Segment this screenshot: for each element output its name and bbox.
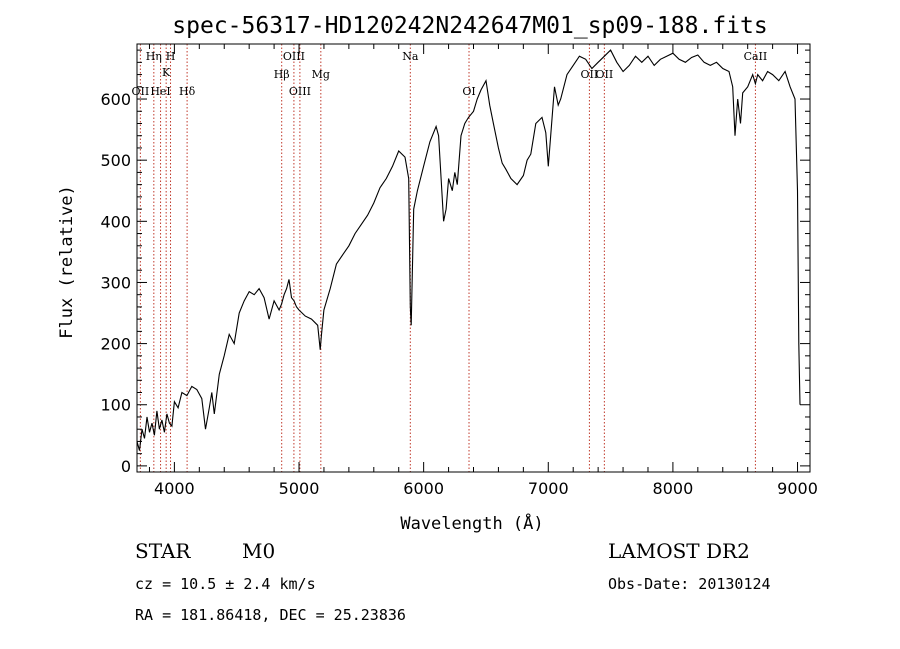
plot-frame [136, 43, 811, 473]
line-label-13: OII [596, 68, 614, 81]
line-label-4: H [166, 50, 176, 63]
line-label-1: Hη [146, 50, 162, 63]
y-axis-label: Flux (relative) [57, 185, 77, 339]
x-tick-label: 6000 [403, 479, 444, 498]
line-label-10: Na [402, 50, 419, 63]
observation-date: Obs-Date: 20130124 [608, 575, 771, 593]
x-axis: 4000 5000 6000 7000 8000 9000 [148, 44, 818, 498]
y-tick-label: 300 [100, 273, 131, 292]
x-tick-label: 8000 [653, 479, 694, 498]
line-label-0: OII [132, 85, 150, 98]
y-tick-label: 400 [100, 212, 131, 231]
y-tick-label: 600 [100, 90, 131, 109]
y-tick-label: 200 [100, 335, 131, 354]
line-label-3: K [162, 66, 171, 79]
line-label-6: Hβ [274, 68, 290, 81]
line-label-2: HeI [150, 85, 170, 98]
line-label-8: OIII [289, 85, 311, 98]
spectrum-series-line [136, 49, 801, 451]
object-subclass: M0 [242, 539, 275, 563]
x-tick-label: 7000 [528, 479, 569, 498]
object-class: STAR [135, 539, 191, 563]
redshift-value: cz = 10.5 ± 2.4 km/s [135, 575, 316, 593]
chart-title: spec-56317-HD120242N242647M01_sp09-188.f… [172, 13, 767, 39]
x-tick-label: 9000 [777, 479, 818, 498]
spectral-line-markers [139, 44, 756, 472]
line-label-14: CaII [744, 50, 768, 63]
line-label-9: Mg [312, 68, 330, 81]
y-tick-label: 100 [100, 396, 131, 415]
survey-name: LAMOST DR2 [608, 539, 750, 563]
line-label-5: Hδ [179, 85, 196, 98]
x-tick-label: 5000 [279, 479, 320, 498]
line-label-12: OII [581, 68, 599, 81]
line-label-11: OI [462, 85, 475, 98]
y-axis: 0 100 200 300 400 500 600 [100, 49, 810, 476]
line-label-7: OIII [283, 50, 305, 63]
x-tick-label: 4000 [154, 479, 195, 498]
y-tick-label: 500 [100, 151, 131, 170]
x-axis-label: Wavelength (Å) [400, 512, 543, 534]
coordinates: RA = 181.86418, DEC = 25.23836 [135, 606, 406, 624]
y-tick-label: 0 [121, 457, 131, 476]
